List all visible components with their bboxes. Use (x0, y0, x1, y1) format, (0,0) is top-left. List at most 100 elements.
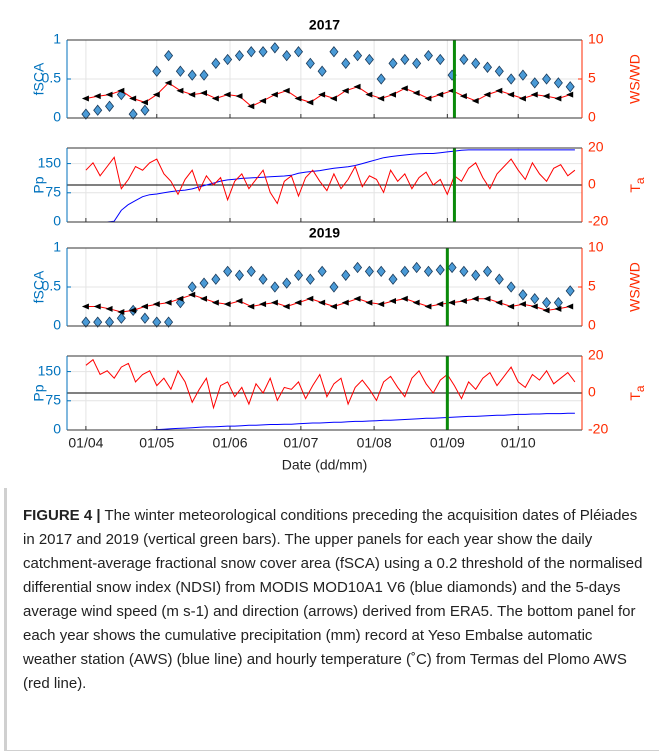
arrow-marker (329, 95, 337, 102)
arrow-marker (400, 295, 408, 302)
arrow-marker (93, 303, 101, 310)
y2-tick-label: 0 (588, 384, 596, 400)
diamond-marker (435, 264, 445, 276)
diamond-marker (459, 265, 469, 278)
arrow-marker (259, 301, 267, 308)
arrow-marker (282, 303, 290, 310)
arrow-marker (117, 87, 125, 94)
diamond-marker (187, 281, 197, 293)
arrow-marker (270, 91, 278, 98)
y-tick-label: 0 (53, 109, 61, 125)
caption: FIGURE 4 | The winter meteorological con… (4, 488, 659, 751)
diamond-marker (175, 65, 185, 77)
arrow-marker (353, 295, 361, 302)
diamond-marker (81, 316, 91, 328)
diamond-marker (199, 277, 209, 289)
arrow-marker (471, 97, 479, 104)
arrow-marker (530, 91, 538, 98)
arrow-marker (542, 93, 550, 100)
arrow-marker (412, 299, 420, 306)
diamond-marker (140, 312, 150, 324)
diamond-marker (341, 57, 351, 70)
arrow-marker (200, 90, 208, 97)
arrow-marker (365, 299, 373, 306)
y-tick-label: 0.5 (42, 278, 62, 294)
diamond-marker (294, 46, 304, 58)
series-line (85, 156, 576, 205)
arrow-marker (176, 295, 184, 302)
diamond-marker (223, 53, 233, 66)
arrow-marker (164, 79, 172, 86)
y2-tick-label: 20 (588, 139, 604, 155)
x-tick-label: 01/06 (212, 435, 247, 451)
diamond-marker (553, 77, 563, 89)
arrow-marker (188, 291, 196, 298)
diamond-marker (329, 46, 339, 58)
arrow-marker (318, 299, 326, 306)
diamond-marker (270, 42, 280, 54)
y2-tick-label: 10 (588, 239, 604, 255)
arrow-marker (530, 303, 538, 310)
arrow-marker (483, 91, 491, 98)
arrow-marker (365, 91, 373, 98)
y-tick-label: 1 (53, 31, 61, 47)
y2-tick-label: 5 (588, 70, 596, 86)
diamond-marker (105, 100, 115, 112)
diamond-marker (246, 265, 256, 278)
y2-axis-label: WS/WD (627, 54, 643, 104)
y2-tick-label: -20 (588, 213, 608, 229)
arrow-marker (105, 91, 113, 98)
diamond-marker (494, 65, 504, 77)
y-tick-label: 75 (45, 183, 61, 199)
arrow-marker (294, 299, 302, 306)
arrow-marker (436, 91, 444, 98)
arrow-marker (140, 303, 148, 310)
x-axis-label: Date (dd/mm) (282, 457, 368, 473)
y-tick-label: 1 (53, 239, 61, 255)
diamond-marker (400, 265, 410, 278)
diamond-marker (376, 73, 386, 85)
arrow-marker (270, 299, 278, 306)
diamond-marker (258, 273, 268, 285)
diamond-marker (164, 316, 174, 328)
diamond-marker (459, 53, 469, 66)
diamond-marker (93, 316, 103, 328)
diamond-marker (494, 273, 504, 285)
diamond-marker (305, 57, 315, 70)
arrow-marker (294, 95, 302, 102)
arrow-marker (554, 305, 562, 312)
arrow-marker (554, 95, 562, 102)
diamond-marker (305, 273, 315, 285)
diamond-marker (116, 312, 126, 324)
diamond-marker (364, 53, 374, 66)
arrow-marker (495, 299, 503, 306)
y2-axis-label: WS/WD (627, 262, 643, 312)
diamond-marker (329, 281, 339, 293)
arrow-marker (389, 91, 397, 98)
arrow-marker (306, 99, 314, 106)
y2-tick-label: 0 (588, 317, 596, 333)
arrow-marker (566, 91, 574, 98)
diamond-marker (423, 49, 433, 62)
y-tick-label: 150 (38, 154, 62, 170)
y-tick-label: 0 (53, 213, 61, 229)
diamond-marker (412, 261, 422, 274)
y2-axis-label: Ta (627, 385, 647, 401)
arrow-marker (306, 295, 314, 302)
arrow-marker (389, 298, 397, 305)
arrow-marker (507, 303, 515, 310)
arrow-marker (412, 90, 420, 97)
arrow-marker (424, 95, 432, 102)
diamond-marker (93, 104, 103, 116)
arrow-marker (200, 295, 208, 302)
arrow-marker (188, 91, 196, 98)
arrow-marker (424, 303, 432, 310)
diamond-marker (376, 265, 386, 278)
diamond-marker (294, 269, 304, 281)
arrow-marker (211, 95, 219, 102)
diamond-marker (530, 77, 540, 89)
diamond-marker (81, 108, 91, 120)
diamond-marker (140, 104, 150, 116)
series-line (85, 149, 575, 223)
arrow-marker (318, 91, 326, 98)
